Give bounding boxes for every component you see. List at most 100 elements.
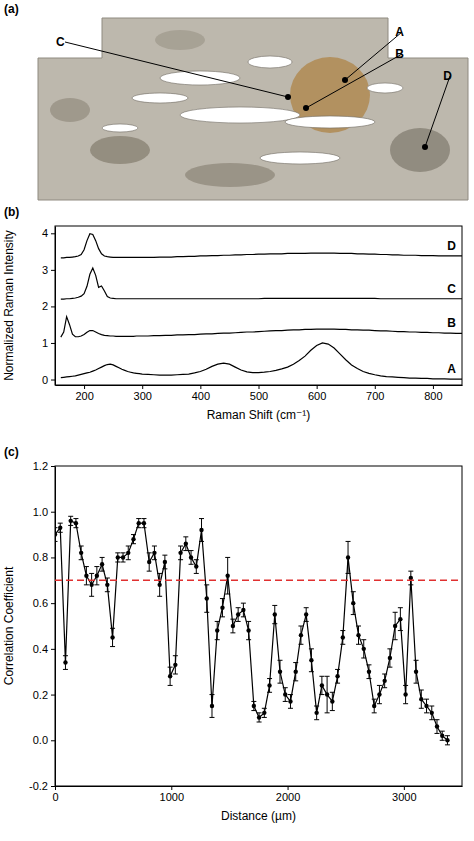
error-cap bbox=[84, 566, 89, 567]
x-tick: 1000 bbox=[160, 786, 184, 803]
data-point bbox=[273, 612, 277, 616]
error-cap bbox=[272, 605, 277, 606]
error-bar bbox=[63, 656, 68, 670]
x-tick: 700 bbox=[366, 385, 384, 402]
series-label: D bbox=[447, 239, 456, 253]
location-label: B bbox=[395, 47, 404, 61]
data-point bbox=[320, 683, 324, 687]
y-tick: 4 bbox=[42, 227, 55, 239]
error-bar bbox=[209, 695, 214, 718]
error-cap bbox=[199, 541, 204, 542]
error-bar bbox=[84, 567, 89, 585]
error-cap bbox=[429, 706, 434, 707]
error-cap bbox=[209, 717, 214, 718]
error-cap bbox=[136, 527, 141, 528]
error-bar bbox=[424, 699, 429, 713]
data-point bbox=[309, 658, 313, 662]
series-line bbox=[61, 234, 462, 258]
error-bar bbox=[272, 605, 277, 623]
error-bar bbox=[79, 546, 84, 560]
data-point bbox=[409, 576, 413, 580]
location-dot bbox=[422, 144, 428, 150]
x-axis-line bbox=[56, 786, 463, 787]
data-point bbox=[55, 532, 57, 536]
error-cap bbox=[398, 630, 403, 631]
error-cap bbox=[162, 555, 167, 556]
data-point bbox=[205, 596, 209, 600]
y-axis-line bbox=[55, 227, 56, 386]
error-cap bbox=[204, 612, 209, 613]
error-bar bbox=[325, 676, 330, 713]
error-cap bbox=[189, 564, 194, 565]
error-cap bbox=[351, 614, 356, 615]
error-cap bbox=[220, 616, 225, 617]
error-cap bbox=[372, 712, 377, 713]
x-tick-label: 400 bbox=[192, 390, 210, 402]
error-bar bbox=[309, 649, 314, 672]
y-tick-label: 1.0 bbox=[33, 506, 48, 518]
error-cap bbox=[131, 543, 136, 544]
error-cap bbox=[262, 717, 267, 718]
hole bbox=[102, 124, 138, 132]
error-bar bbox=[100, 557, 105, 571]
data-point bbox=[231, 624, 235, 628]
y-tick-label: 4 bbox=[42, 227, 48, 239]
data-point bbox=[126, 551, 130, 555]
data-point bbox=[325, 692, 329, 696]
data-point bbox=[278, 670, 282, 674]
error-cap bbox=[340, 644, 345, 645]
data-point bbox=[393, 624, 397, 628]
error-cap bbox=[293, 662, 298, 663]
x-tick-mark bbox=[142, 385, 143, 389]
data-point bbox=[168, 674, 172, 678]
error-cap bbox=[309, 671, 314, 672]
error-bar bbox=[419, 690, 424, 708]
error-bar bbox=[330, 692, 335, 710]
data-point bbox=[257, 715, 261, 719]
error-cap bbox=[340, 630, 345, 631]
series-label: A bbox=[447, 362, 456, 376]
x-tick: 200 bbox=[75, 385, 93, 402]
y-tick-mark bbox=[51, 695, 55, 696]
error-cap bbox=[335, 683, 340, 684]
error-cap bbox=[403, 685, 408, 686]
y-axis-title: Normalized Raman Intensity bbox=[2, 230, 16, 381]
panel-letter: (a) bbox=[4, 2, 19, 16]
error-cap bbox=[377, 703, 382, 704]
data-point bbox=[246, 628, 250, 632]
error-bar bbox=[262, 708, 267, 717]
y-axis-line bbox=[55, 467, 56, 787]
series-line bbox=[61, 268, 462, 299]
y-tick-label: 3 bbox=[42, 264, 48, 276]
data-point bbox=[346, 555, 350, 559]
error-bar bbox=[382, 674, 387, 688]
error-cap bbox=[330, 692, 335, 693]
error-cap bbox=[178, 546, 183, 547]
error-cap bbox=[414, 683, 419, 684]
error-cap bbox=[105, 591, 110, 592]
error-cap bbox=[267, 692, 272, 693]
error-bar bbox=[141, 519, 146, 528]
y-tick: 0.6 bbox=[33, 597, 55, 609]
error-cap bbox=[215, 639, 220, 640]
error-cap bbox=[351, 591, 356, 592]
error-bar bbox=[440, 731, 445, 740]
error-cap bbox=[414, 660, 419, 661]
error-cap bbox=[157, 596, 162, 597]
series-line bbox=[55, 580, 462, 581]
error-cap bbox=[68, 525, 73, 526]
error-cap bbox=[372, 699, 377, 700]
error-bar bbox=[220, 599, 225, 617]
x-tick-label: 500 bbox=[250, 390, 268, 402]
error-cap bbox=[100, 571, 105, 572]
error-bar bbox=[387, 649, 392, 667]
data-point bbox=[236, 612, 240, 616]
error-cap bbox=[408, 571, 413, 572]
error-bar bbox=[246, 621, 251, 639]
leader-line bbox=[345, 32, 402, 80]
sample-photo bbox=[38, 18, 468, 200]
location-dot bbox=[303, 105, 309, 111]
error-cap bbox=[246, 639, 251, 640]
error-bar bbox=[89, 573, 94, 596]
data-point bbox=[288, 699, 292, 703]
